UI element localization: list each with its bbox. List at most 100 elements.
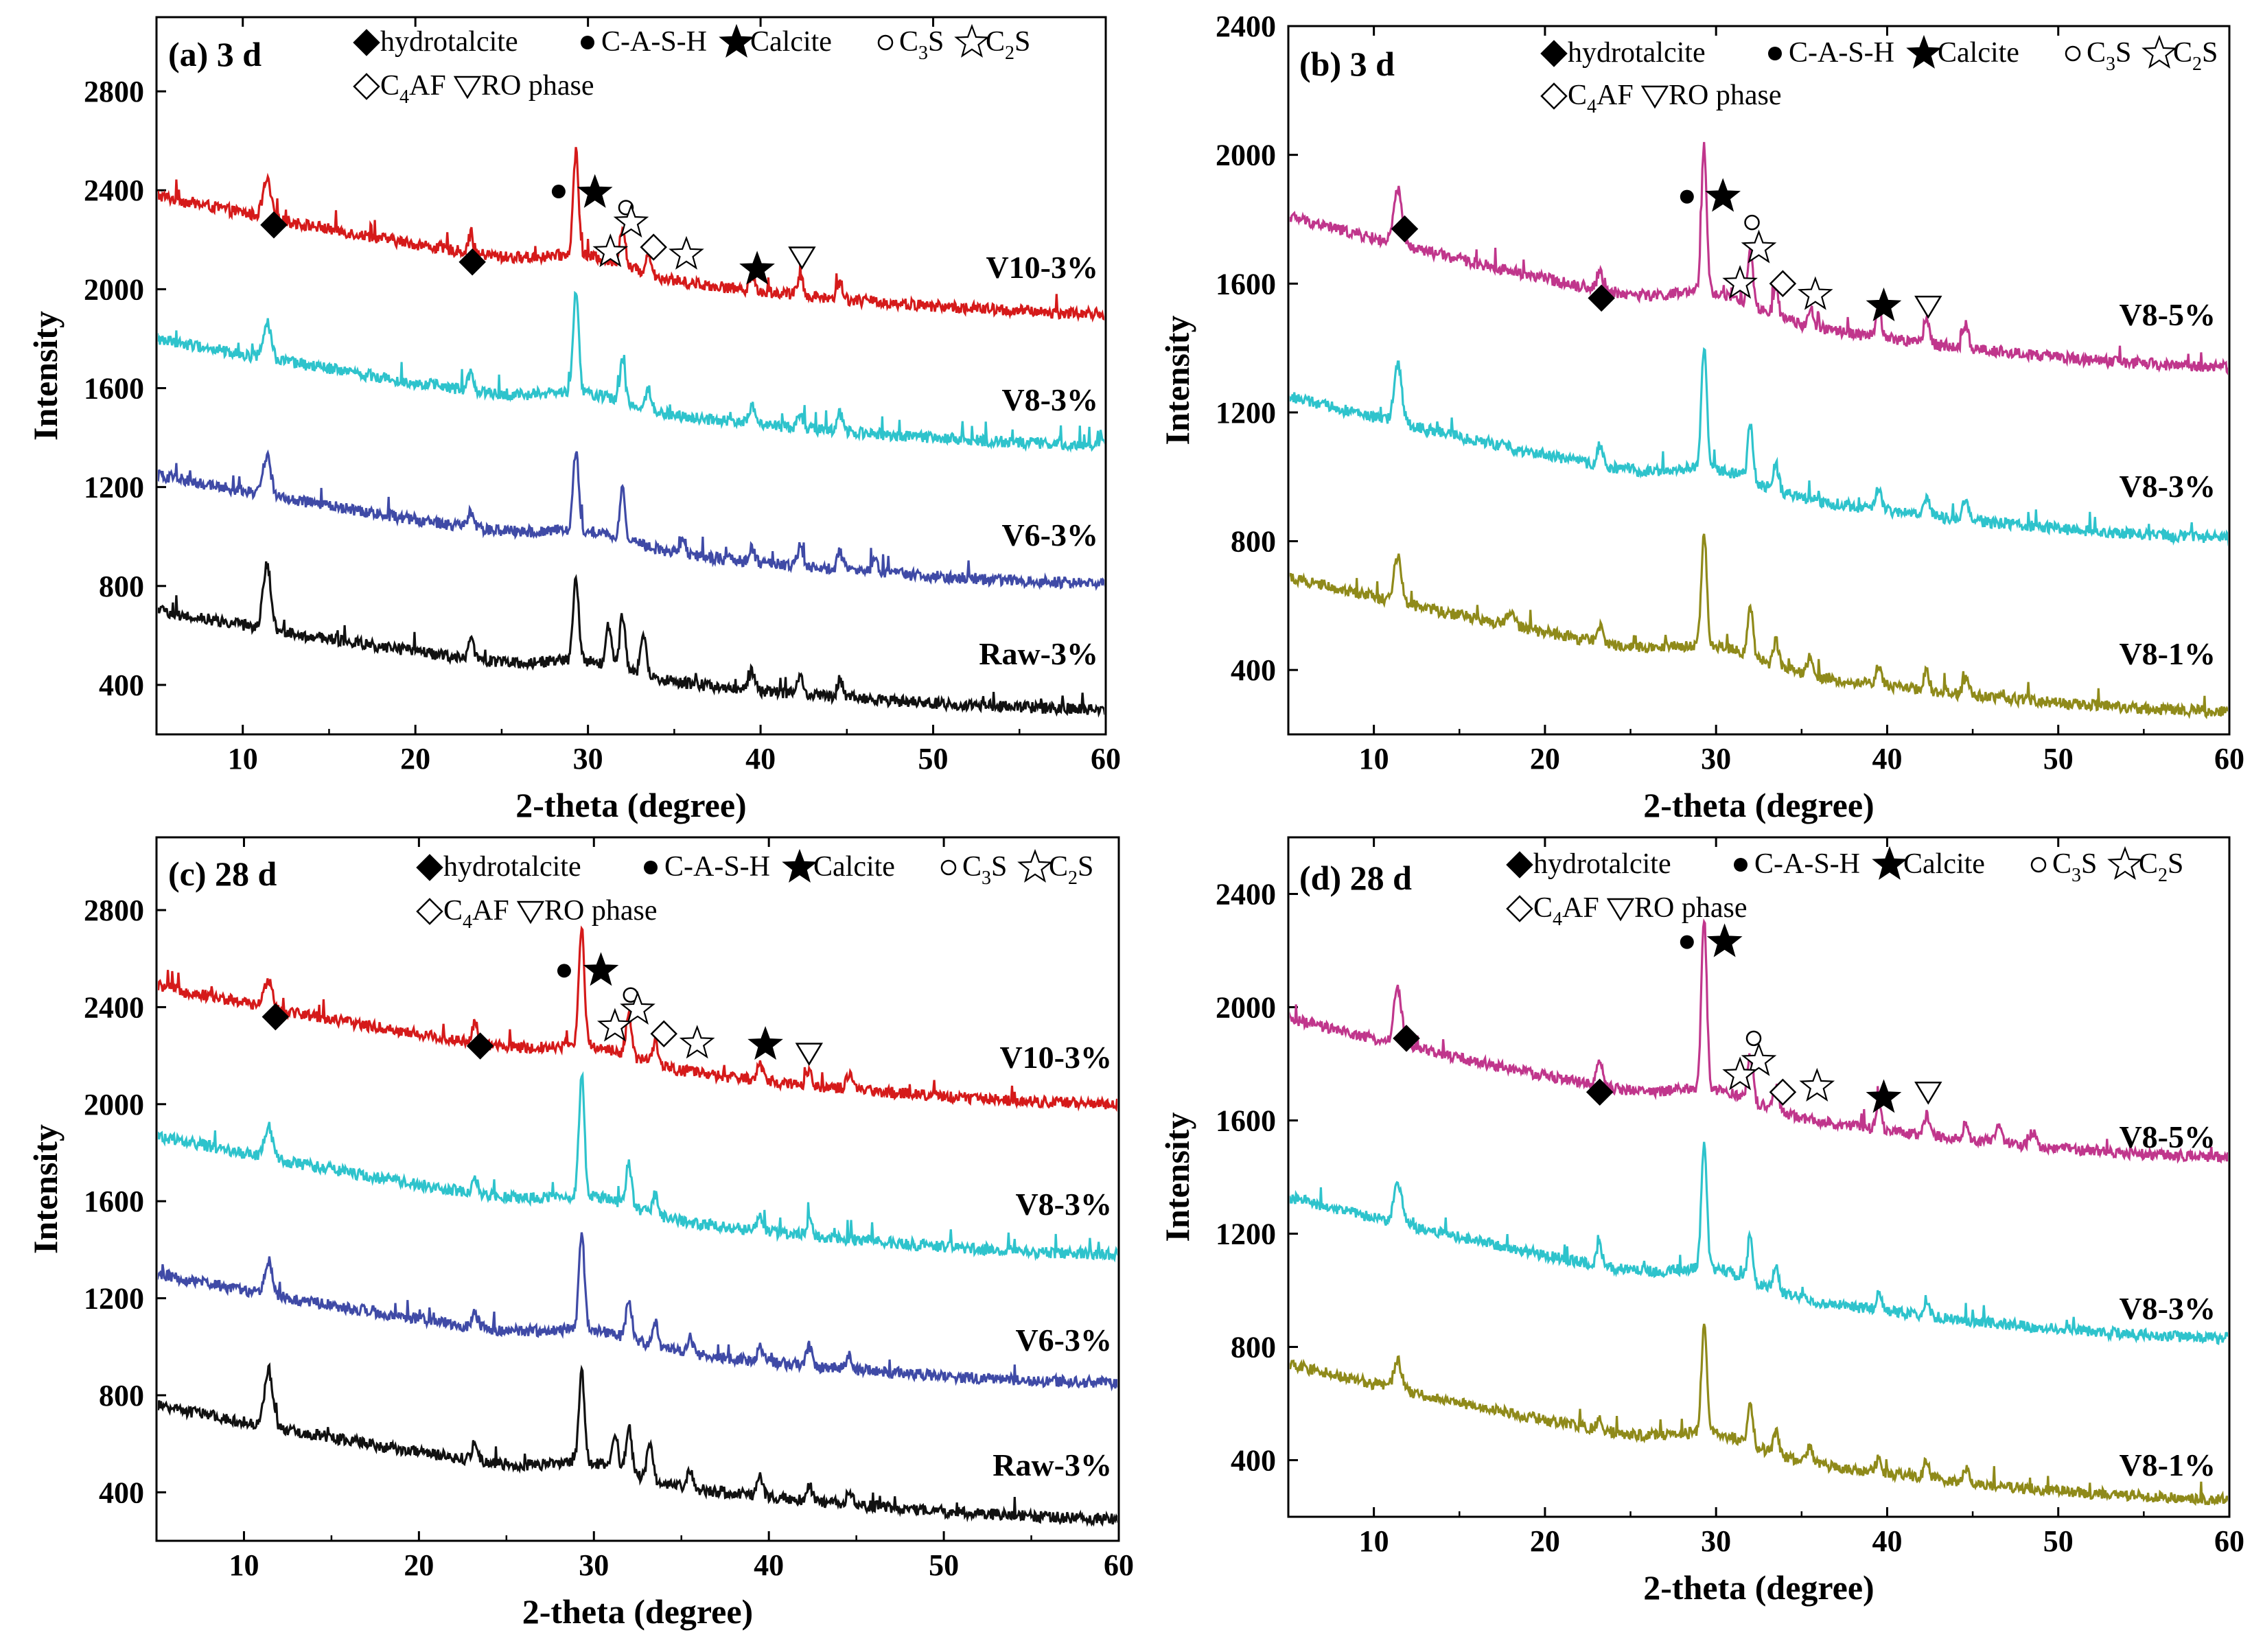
legend-entry-6: RO phase [1669,80,1781,111]
series-line-V8-3% [158,290,1104,453]
y-tick-label: 800 [1231,525,1276,559]
phase-marker-triangle-down-open-icon [788,246,816,270]
x-axis-title: 2-theta (degree) [522,1592,753,1631]
x-tick-label: 10 [229,1548,259,1582]
y-tick-label: 1600 [1216,1104,1276,1138]
series-line-Raw-3% [158,1362,1117,1527]
legend-circle-open-icon [2065,45,2081,62]
series-line-V10-3% [158,925,1117,1113]
series-line-Raw-3% [158,561,1104,718]
x-tick-label: 40 [754,1548,784,1582]
legend-dot-filled-icon [1734,858,1748,872]
legend-diamond-open-icon [1506,895,1533,922]
x-tick-label: 30 [1701,742,1731,776]
y-axis-title: Intensity [26,311,65,441]
plot-frame [1287,836,2231,1518]
legend-entry-3: C3S [899,26,944,64]
y-tick-label: 1200 [1216,1218,1276,1251]
legend-entry-2: Calcite [750,26,832,58]
panel-b: 10 20 30 40 50 60 400 800 1200 1600 2000 2400 2-thet… [1158,10,2244,824]
series-label: V6-3% [1015,1323,1112,1358]
phase-marker-star-open-icon [679,1025,715,1059]
legend-diamond-filled-icon [1506,851,1533,879]
series-label: V8-3% [1015,1187,1112,1222]
phase-marker-star-open-icon [1722,265,1758,299]
x-axis-title: 2-theta (degree) [1643,786,1874,824]
x-tick-label: 30 [579,1548,609,1582]
phase-marker-star-open-icon [620,990,655,1025]
phase-marker-diamond-open-icon [650,1020,678,1048]
legend-entry-3: C3S [2052,848,2097,886]
x-tick-label: 20 [400,742,430,776]
series-label: V8-3% [1001,382,1098,417]
legend-triangle-down-open-icon [1640,85,1669,109]
y-tick-label: 400 [1231,653,1276,687]
phase-marker-dot-filled-icon [1680,189,1694,204]
x-tick-label: 50 [918,742,949,776]
legend-dot-filled-icon [581,36,594,49]
series-label: V10-3% [999,1040,1112,1075]
phase-marker-star-filled-icon [577,174,613,208]
x-tick-label: 20 [1530,1524,1560,1558]
legend-entry-0: hydrotalcite [380,26,518,58]
plot-frame [155,16,1107,736]
phase-marker-star-filled-icon [583,952,619,986]
x-tick-label: 10 [1359,1524,1389,1558]
y-tick-label: 1600 [1216,267,1276,301]
y-axis-title: Intensity [26,1124,65,1254]
legend-entry-6: RO phase [544,895,657,927]
legend-diamond-open-icon [1540,82,1568,110]
phase-marker-circle-open-icon [1745,1030,1762,1047]
phase-marker-dot-filled-icon [1680,935,1694,949]
legend-triangle-down-open-icon [516,900,545,924]
series-line-V8-3% [1290,347,2228,546]
y-tick-label: 2000 [1216,139,1276,172]
legend-entry-3: C3S [962,851,1007,889]
legend-entry-5: C4AF [1533,892,1599,930]
y-tick-label: 800 [99,1379,144,1412]
legend-triangle-down-open-icon [1606,898,1635,922]
y-axis-title: Intensity [1158,1113,1196,1242]
legend-star-open-icon [2141,34,2177,69]
series-line-V8-3% [158,1071,1117,1263]
legend-circle-open-icon [2030,857,2047,873]
phase-marker-star-open-icon [1722,1056,1758,1091]
legend-dot-filled-icon [644,861,658,874]
legend-star-open-icon [954,23,990,58]
legend-star-filled-icon [782,848,817,883]
y-tick-label: 800 [1231,1331,1276,1364]
series-line-V8-5% [1290,141,2228,375]
series-line-V6-3% [158,1232,1117,1392]
series-line-V8-5% [1290,918,2228,1164]
phase-marker-star-filled-icon [1866,287,1902,322]
series-line-V8-1% [1290,1323,2228,1506]
phase-marker-diamond-filled-icon [1588,284,1615,312]
y-tick-label: 2800 [84,75,144,108]
y-tick-label: 2400 [84,990,144,1024]
legend-entry-1: C-A-S-H [664,851,770,883]
legend-diamond-open-icon [416,898,443,925]
legend-entry-1: C-A-S-H [601,26,707,58]
legend-entry-0: hydrotalcite [1568,37,1706,69]
legend-entry-5: C4AF [443,895,509,933]
series-line-V6-3% [158,449,1104,592]
legend-entry-4: C2S [2173,37,2218,75]
phase-marker-diamond-filled-icon [1586,1078,1614,1106]
phase-marker-diamond-filled-icon [260,211,288,239]
y-tick-label: 800 [99,570,144,603]
y-axis-title: Intensity [1158,316,1196,445]
phase-marker-star-filled-icon [1705,178,1741,212]
panel-label: (d) 28 d [1299,859,1412,897]
phase-marker-triangle-down-open-icon [1914,295,1942,319]
legend-entry-1: C-A-S-H [1789,37,1894,69]
x-tick-label: 30 [573,742,603,776]
legend-entry-2: Calcite [813,851,895,883]
y-tick-label: 2400 [1216,878,1276,911]
legend-entry-2: Calcite [1903,848,1985,880]
phase-marker-diamond-filled-icon [458,248,486,276]
legend-entry-4: C2S [2139,848,2183,886]
y-tick-label: 2800 [84,894,144,927]
series-label: Raw-3% [979,636,1098,671]
legend-entry-4: C2S [1049,851,1093,889]
